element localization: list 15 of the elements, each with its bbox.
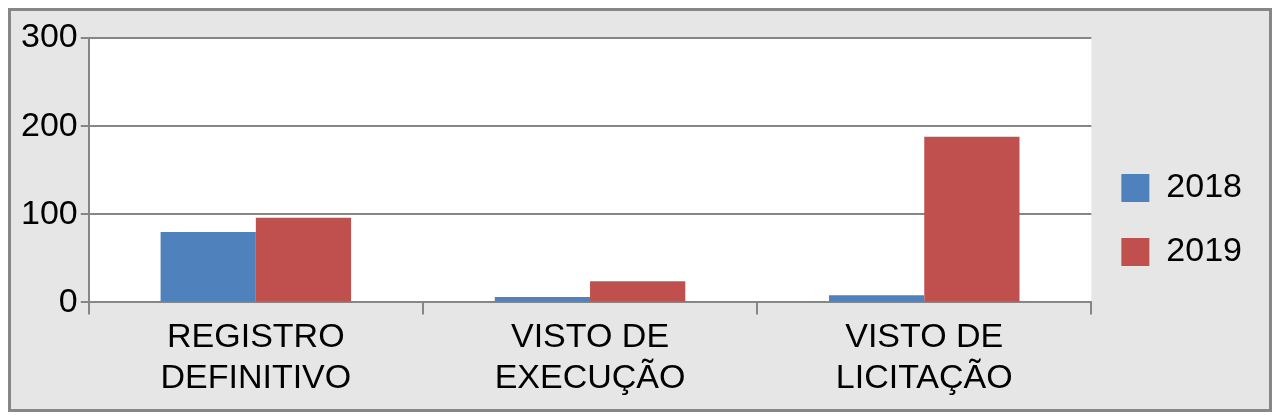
bar bbox=[924, 136, 1020, 302]
x-tick-label: VISTO DE LICITAÇÃO bbox=[835, 316, 1013, 395]
bar bbox=[160, 231, 256, 302]
y-tick-label: 100 bbox=[20, 192, 78, 231]
bar bbox=[494, 297, 591, 302]
bar bbox=[829, 295, 925, 302]
legend-label: 2018 bbox=[1166, 166, 1242, 205]
x-tick-label: VISTO DE EXECUÇÃO bbox=[494, 316, 686, 395]
y-tick-label: 200 bbox=[20, 104, 78, 143]
y-tick-label: 300 bbox=[20, 16, 78, 55]
x-tick-label: REGISTRO DEFINITIVO bbox=[160, 316, 352, 395]
legend-label: 2019 bbox=[1166, 230, 1242, 269]
y-tick-label: 0 bbox=[58, 280, 78, 319]
bar bbox=[590, 281, 686, 302]
bar bbox=[255, 217, 352, 302]
